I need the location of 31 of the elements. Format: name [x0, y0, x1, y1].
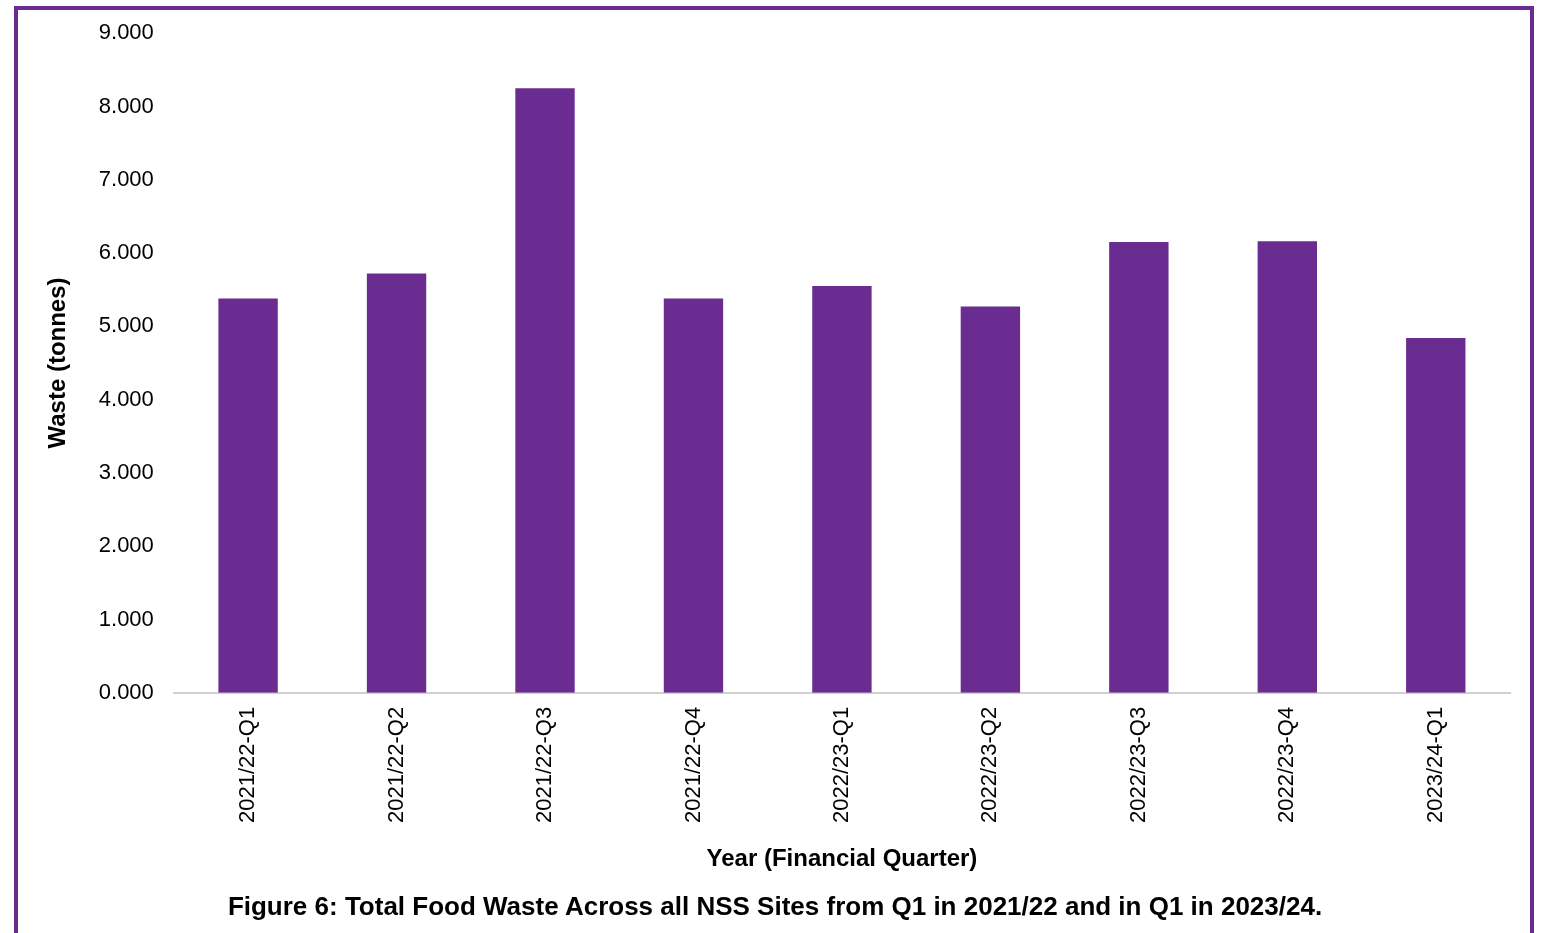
bar — [218, 298, 278, 693]
bar — [960, 306, 1021, 693]
x-tick-label: 2021/22-Q3 — [531, 706, 557, 823]
x-tick-label: 2022/23-Q4 — [1273, 706, 1299, 823]
bar — [663, 298, 724, 693]
y-tick-label: 3.000 — [98, 459, 154, 484]
x-tick-label: 2021/22-Q2 — [382, 706, 408, 823]
text: Figure 6: Total Food Waste Across all NSS Sites from Q1 in 2021/22 and in Q1 in 2023/24. — [227, 890, 1323, 921]
y-tick-label: 8.000 — [98, 92, 154, 118]
x-tick-label: 2021/22-Q1 — [234, 706, 260, 823]
bar — [515, 88, 575, 693]
x-tick-label: 2021/22-Q4 — [679, 706, 705, 823]
y-tick-label: 1.000 — [98, 605, 154, 631]
x-tick-label: 2023/24-Q1 — [1421, 706, 1447, 823]
bar — [1109, 242, 1169, 693]
y-tick-label: 6.000 — [98, 239, 154, 265]
x-axis-title: Year (Financial Quarter) — [706, 844, 978, 872]
bar — [812, 286, 872, 693]
bar — [1406, 338, 1466, 693]
x-tick-label: 2022/23-Q3 — [1124, 706, 1150, 823]
y-tick-label: 9.000 — [98, 19, 154, 45]
y-tick-label: 2.000 — [98, 532, 154, 558]
x-tick-label: 2022/23-Q1 — [827, 706, 853, 823]
bar — [1257, 241, 1317, 693]
y-tick-label: 4.000 — [98, 385, 154, 411]
bar — [366, 273, 427, 693]
x-tick-label: 2022/23-Q2 — [976, 706, 1002, 823]
y-tick-label: 5.000 — [98, 312, 154, 338]
y-axis-title: Waste (tonnes) — [43, 277, 71, 449]
y-tick-label: 0.000 — [98, 678, 154, 704]
y-tick-label: 7.000 — [98, 165, 154, 191]
